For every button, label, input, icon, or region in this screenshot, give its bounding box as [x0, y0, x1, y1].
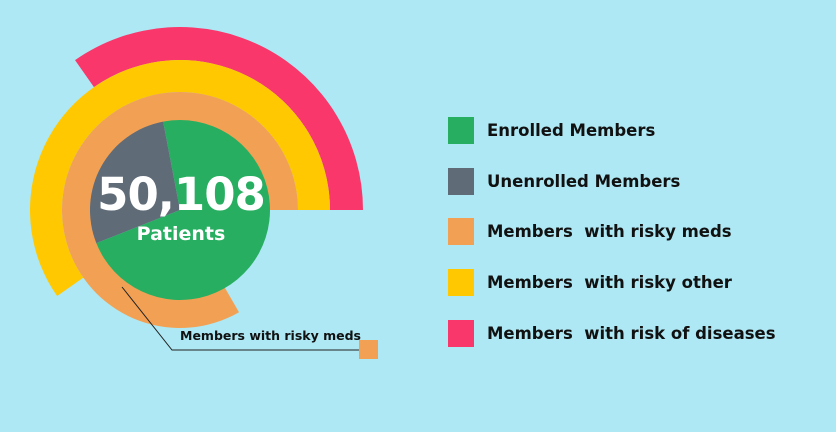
legend-label-enrolled: Enrolled Members [487, 120, 656, 140]
legend-item-risk-of-diseases: Members with risk of diseases [448, 319, 776, 347]
legend-swatch-risky-meds [448, 217, 474, 245]
callout-leader-line [121, 286, 360, 351]
callout-swatch [359, 340, 378, 359]
legend-swatch-enrolled [448, 116, 474, 144]
legend-label-risky-meds: Members with risky meds [487, 221, 732, 241]
pie-slice-unenrolled-members [89, 121, 180, 244]
legend-swatch-unenrolled [448, 167, 474, 195]
legend-item-risky-meds: Members with risky meds [448, 217, 776, 245]
total-patients-value: 50,108 [97, 168, 266, 221]
pie-slice-enrolled-members [96, 120, 270, 300]
legend-item-risky-other: Members with risky other [448, 268, 776, 296]
legend-label-risk-of-diseases: Members with risk of diseases [487, 323, 776, 343]
legend-swatch-risky-other [448, 268, 474, 296]
legend-item-enrolled: Enrolled Members [448, 116, 776, 144]
legend-label-risky-other: Members with risky other [487, 272, 732, 292]
ring-members-with-risky-other [30, 60, 330, 297]
callout-label: Members with risky meds [180, 328, 361, 343]
total-patients-unit: Patients [136, 223, 226, 245]
ring-members-with-risk-of-diseases [75, 27, 363, 210]
legend-swatch-risk-of-diseases [448, 319, 474, 347]
legend-label-unenrolled: Unenrolled Members [487, 171, 681, 191]
legend: Enrolled Members Unenrolled Members Memb… [448, 116, 776, 370]
legend-item-unenrolled: Unenrolled Members [448, 167, 776, 195]
